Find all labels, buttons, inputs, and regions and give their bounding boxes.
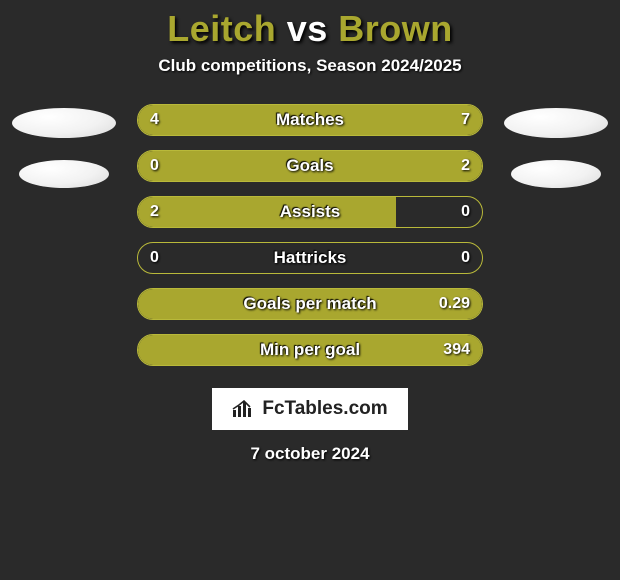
stat-label: Min per goal bbox=[260, 340, 360, 360]
stat-row-assists: 2 Assists 0 bbox=[137, 196, 483, 228]
stat-right-value: 0.29 bbox=[439, 295, 470, 313]
source-badge-text: FcTables.com bbox=[262, 398, 387, 420]
stat-right-value: 394 bbox=[443, 341, 470, 359]
stat-bars: 4 Matches 7 0 Goals 2 2 Assists 0 0 Hatt… bbox=[137, 104, 483, 366]
vs-text: vs bbox=[287, 8, 328, 49]
stat-row-matches: 4 Matches 7 bbox=[137, 104, 483, 136]
player2-avatar-col bbox=[501, 104, 611, 188]
stat-left-fill bbox=[138, 197, 396, 227]
stat-label: Matches bbox=[276, 110, 344, 130]
card-date: 7 october 2024 bbox=[250, 444, 369, 464]
stat-row-goals: 0 Goals 2 bbox=[137, 150, 483, 182]
source-badge: FcTables.com bbox=[212, 388, 407, 430]
stat-row-min-per-goal: Min per goal 394 bbox=[137, 334, 483, 366]
stat-label: Goals bbox=[286, 156, 333, 176]
bar-chart-icon bbox=[232, 400, 254, 418]
stat-left-value: 4 bbox=[150, 111, 159, 129]
stat-right-value: 0 bbox=[461, 249, 470, 267]
player1-avatar-placeholder bbox=[12, 108, 116, 138]
stat-label: Assists bbox=[280, 202, 340, 222]
player2-avatar-placeholder bbox=[504, 108, 608, 138]
stat-row-goals-per-match: Goals per match 0.29 bbox=[137, 288, 483, 320]
stat-label: Hattricks bbox=[274, 248, 347, 268]
stat-right-value: 2 bbox=[461, 157, 470, 175]
stat-right-value: 0 bbox=[461, 203, 470, 221]
player1-avatar-col bbox=[9, 104, 119, 188]
player1-club-placeholder bbox=[19, 160, 109, 188]
card-subtitle: Club competitions, Season 2024/2025 bbox=[158, 56, 461, 76]
player2-club-placeholder bbox=[511, 160, 601, 188]
comparison-card: Leitch vs Brown Club competitions, Seaso… bbox=[0, 0, 620, 464]
card-title: Leitch vs Brown bbox=[167, 8, 453, 50]
stat-left-value: 0 bbox=[150, 157, 159, 175]
stat-left-value: 0 bbox=[150, 249, 159, 267]
stat-left-value: 2 bbox=[150, 203, 159, 221]
player2-name: Brown bbox=[338, 8, 453, 49]
stat-row-hattricks: 0 Hattricks 0 bbox=[137, 242, 483, 274]
stats-area: 4 Matches 7 0 Goals 2 2 Assists 0 0 Hatt… bbox=[0, 104, 620, 366]
player1-name: Leitch bbox=[167, 8, 276, 49]
stat-right-value: 7 bbox=[461, 111, 470, 129]
stat-label: Goals per match bbox=[243, 294, 376, 314]
